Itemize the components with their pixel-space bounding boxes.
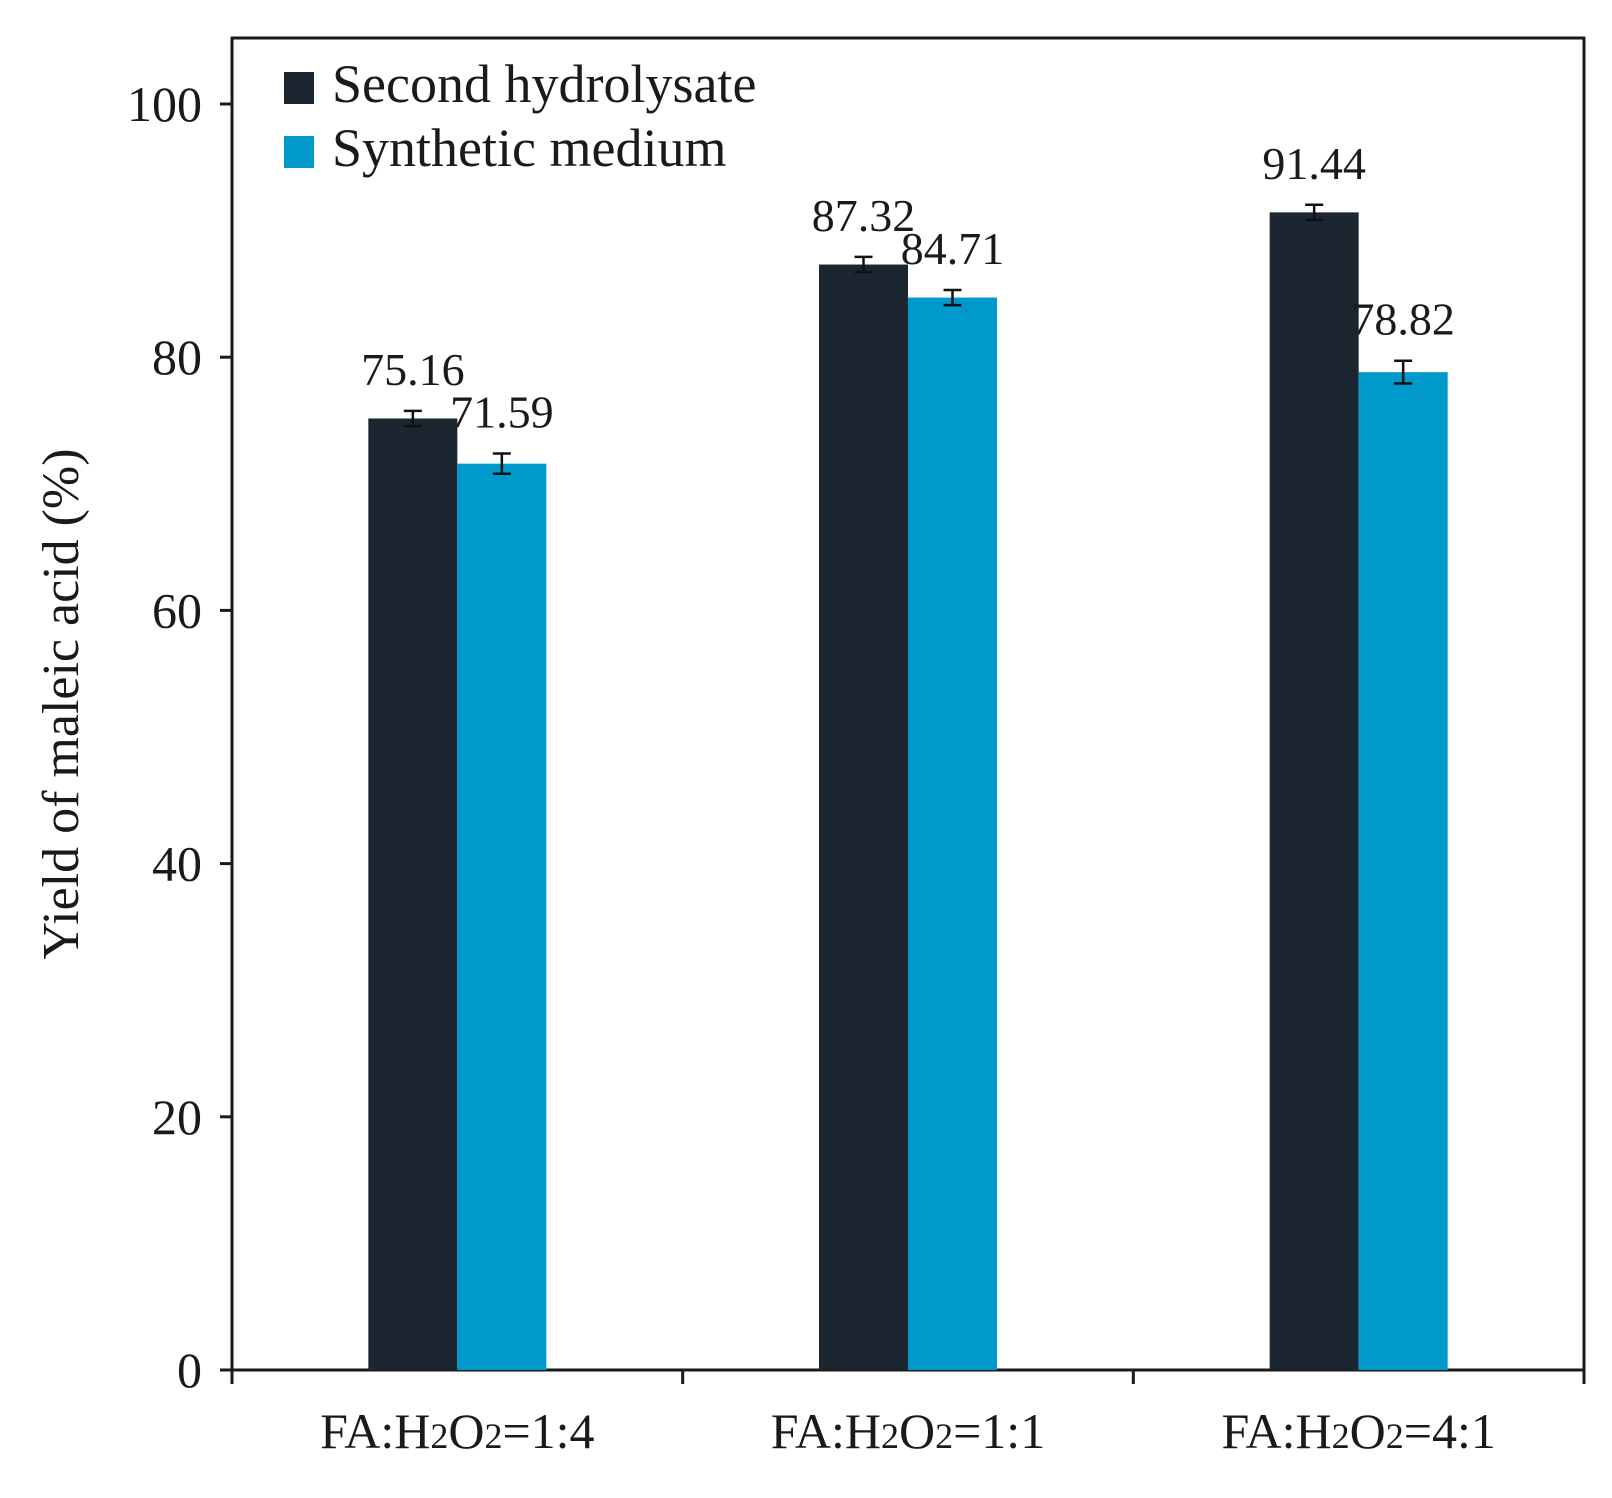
legend-label: Second hydrolysate (332, 54, 756, 114)
category-label-part: 2 (881, 1416, 899, 1456)
bar-synthetic-medium (457, 463, 547, 1370)
x-category-label: FA:H2O2=1:4 (320, 1403, 594, 1459)
y-tick-label: 0 (177, 1342, 202, 1398)
data-label: 71.59 (450, 387, 554, 438)
category-label-part: =1:1 (953, 1403, 1045, 1459)
x-axis: FA:H2O2=1:4 FA:H2O2=1:1 FA:H2O2=4:1 (230, 1370, 1586, 1459)
y-tick-label: 80 (152, 329, 202, 385)
bar-second-hydrolysate (368, 418, 458, 1371)
category-label-part: 2 (484, 1416, 502, 1456)
category-label-part: FA:H (320, 1403, 430, 1459)
category-label-part: O (448, 1403, 484, 1459)
data-label: 87.32 (812, 190, 916, 241)
bars (368, 203, 1448, 1371)
bar-synthetic-medium (908, 297, 997, 1370)
x-category-label: FA:H2O2=1:1 (771, 1403, 1045, 1459)
category-label-part: O (1350, 1403, 1386, 1459)
category-label-part: FA:H (771, 1403, 881, 1459)
y-axis: 0 20 40 60 80 100 (127, 76, 232, 1398)
category-label-part: 2 (1386, 1416, 1404, 1456)
data-label: 75.16 (361, 344, 465, 395)
category-label-part: FA:H (1221, 1403, 1331, 1459)
y-tick-label: 20 (152, 1089, 202, 1145)
category-label-part: =4:1 (1404, 1403, 1496, 1459)
data-label: 91.44 (1262, 138, 1366, 189)
y-tick-label: 60 (152, 582, 202, 638)
y-tick-label: 40 (152, 836, 202, 892)
category-label-part: =1:4 (502, 1403, 594, 1459)
legend-swatch (284, 136, 314, 168)
category-label-part: 2 (430, 1416, 448, 1456)
y-tick-label: 100 (127, 76, 202, 132)
data-label: 84.71 (901, 223, 1005, 274)
category-label-part: 2 (1332, 1416, 1350, 1456)
bar-synthetic-medium (1358, 372, 1448, 1370)
data-label: 78.82 (1351, 294, 1455, 345)
category-label-part: O (899, 1403, 935, 1459)
bar-second-hydrolysate (1269, 212, 1359, 1370)
legend-swatch (284, 72, 314, 104)
bar-second-hydrolysate (819, 264, 908, 1370)
legend-label: Synthetic medium (332, 118, 726, 178)
y-axis-title: Yield of maleic acid (%) (33, 448, 90, 959)
category-label-part: 2 (935, 1416, 953, 1456)
x-category-label: FA:H2O2=4:1 (1221, 1403, 1495, 1459)
